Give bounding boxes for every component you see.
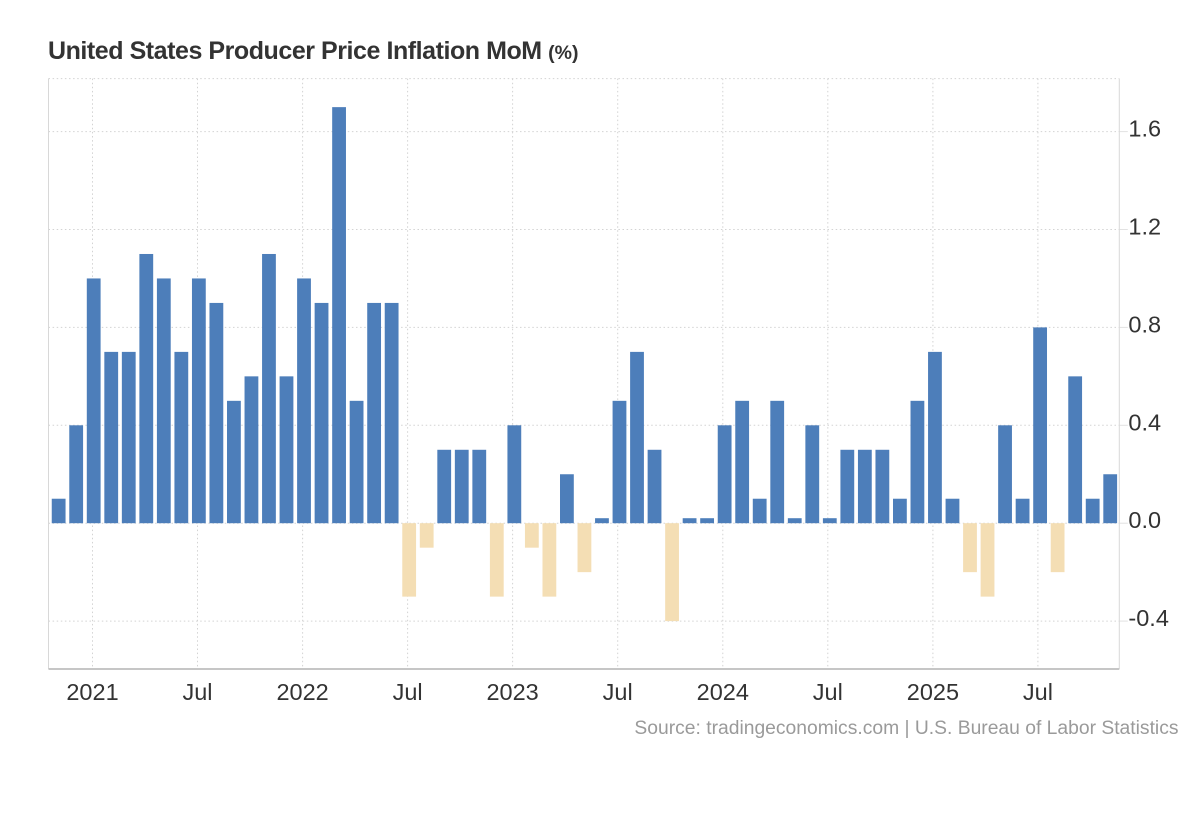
svg-text:-0.4: -0.4 bbox=[1128, 605, 1169, 631]
svg-text:0.4: 0.4 bbox=[1128, 409, 1161, 435]
svg-text:2025: 2025 bbox=[907, 679, 959, 705]
svg-text:United States Producer Price I: United States Producer Price Inflation M… bbox=[48, 37, 579, 65]
svg-text:1.6: 1.6 bbox=[1128, 116, 1161, 142]
svg-text:1.2: 1.2 bbox=[1128, 214, 1161, 240]
svg-text:Jul: Jul bbox=[1023, 679, 1053, 705]
svg-text:0.0: 0.0 bbox=[1128, 507, 1161, 533]
svg-text:Source: tradingeconomics.com |: Source: tradingeconomics.com | U.S. Bure… bbox=[634, 718, 1178, 739]
svg-text:2021: 2021 bbox=[66, 679, 118, 705]
svg-text:Jul: Jul bbox=[182, 679, 212, 705]
svg-text:Jul: Jul bbox=[813, 679, 843, 705]
svg-text:0.8: 0.8 bbox=[1128, 311, 1161, 337]
svg-text:2022: 2022 bbox=[276, 679, 328, 705]
svg-text:2023: 2023 bbox=[486, 679, 538, 705]
svg-text:Jul: Jul bbox=[603, 679, 633, 705]
svg-text:2024: 2024 bbox=[697, 679, 749, 705]
svg-text:Jul: Jul bbox=[393, 679, 423, 705]
